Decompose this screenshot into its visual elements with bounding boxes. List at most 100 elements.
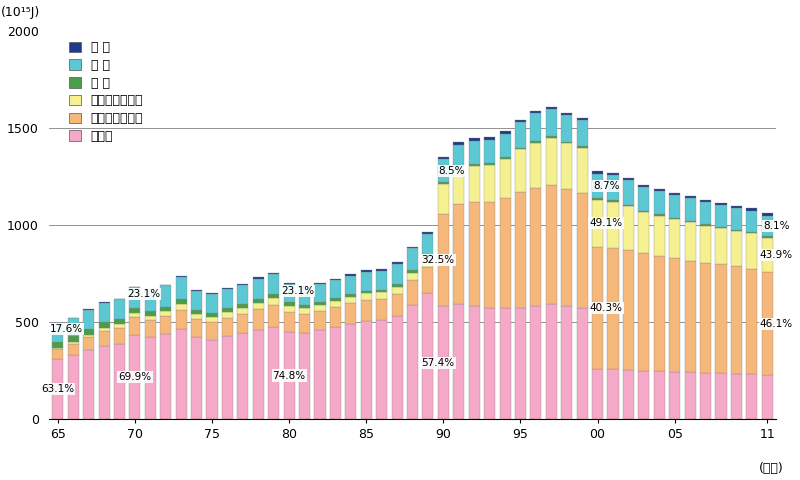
Bar xyxy=(253,278,264,299)
Bar xyxy=(669,195,680,217)
Bar xyxy=(515,308,526,420)
Bar xyxy=(68,318,78,336)
Bar xyxy=(145,288,156,289)
Bar xyxy=(546,136,557,138)
Bar xyxy=(346,276,356,294)
Bar xyxy=(391,262,402,264)
Bar xyxy=(361,293,372,300)
Bar xyxy=(530,111,542,113)
Bar xyxy=(685,222,696,261)
Text: 74.8%: 74.8% xyxy=(273,371,306,381)
Bar xyxy=(669,219,680,258)
Bar xyxy=(268,305,279,326)
Bar xyxy=(438,156,449,159)
Bar xyxy=(68,336,78,342)
Bar xyxy=(407,273,418,280)
Bar xyxy=(176,310,186,329)
Bar xyxy=(376,299,387,320)
Bar xyxy=(299,286,310,287)
Bar xyxy=(206,294,218,313)
Bar xyxy=(253,277,264,278)
Bar xyxy=(762,216,773,237)
Bar xyxy=(700,373,711,420)
Bar xyxy=(98,328,110,331)
Text: 40.3%: 40.3% xyxy=(590,303,622,313)
Bar xyxy=(407,248,418,270)
Bar xyxy=(330,307,341,327)
Bar xyxy=(685,372,696,420)
Bar xyxy=(391,316,402,420)
Bar xyxy=(376,320,387,420)
Bar xyxy=(160,311,171,316)
Bar xyxy=(638,211,650,212)
Bar xyxy=(83,337,94,350)
Bar xyxy=(268,273,279,274)
Bar xyxy=(145,289,156,311)
Bar xyxy=(176,299,186,304)
Bar xyxy=(376,269,387,271)
Bar xyxy=(98,331,110,346)
Bar xyxy=(253,309,264,330)
Bar xyxy=(623,206,634,251)
Text: 69.9%: 69.9% xyxy=(118,372,151,382)
Bar xyxy=(330,327,341,420)
Bar xyxy=(160,307,171,311)
Bar xyxy=(130,308,141,313)
Bar xyxy=(83,350,94,420)
Bar xyxy=(407,270,418,273)
Bar xyxy=(376,292,387,299)
Bar xyxy=(376,290,387,292)
Bar xyxy=(222,312,233,318)
Bar xyxy=(592,200,603,247)
Text: 43.9%: 43.9% xyxy=(760,250,793,260)
Bar xyxy=(222,288,233,289)
Bar xyxy=(762,375,773,420)
Bar xyxy=(283,332,294,420)
Bar xyxy=(222,336,233,420)
Bar xyxy=(654,191,665,214)
Bar xyxy=(577,118,588,120)
Bar xyxy=(454,171,464,204)
Bar xyxy=(176,304,186,310)
Bar xyxy=(438,182,449,184)
Bar xyxy=(314,305,326,311)
Bar xyxy=(561,115,572,142)
Text: 63.1%: 63.1% xyxy=(42,384,74,394)
Bar xyxy=(592,369,603,420)
Bar xyxy=(654,256,665,371)
Bar xyxy=(130,335,141,420)
Bar xyxy=(638,185,650,187)
Bar xyxy=(700,203,711,225)
Bar xyxy=(592,174,603,198)
Bar xyxy=(561,306,572,420)
Text: 8.1%: 8.1% xyxy=(763,221,790,231)
Bar xyxy=(715,373,726,420)
Bar xyxy=(68,344,78,355)
Bar xyxy=(191,314,202,319)
Bar xyxy=(623,180,634,205)
Bar xyxy=(130,313,141,317)
Bar xyxy=(607,369,618,420)
Bar xyxy=(83,310,94,329)
Bar xyxy=(438,184,449,214)
Bar xyxy=(145,320,156,337)
Bar xyxy=(515,122,526,147)
Bar xyxy=(484,165,495,202)
Bar xyxy=(191,290,202,291)
Bar xyxy=(607,173,618,175)
Bar xyxy=(314,330,326,420)
Bar xyxy=(746,211,758,232)
Bar xyxy=(283,302,294,306)
Bar xyxy=(484,140,495,163)
Bar xyxy=(577,120,588,146)
Bar xyxy=(762,272,773,375)
Bar xyxy=(607,248,618,369)
Bar xyxy=(638,371,650,420)
Bar xyxy=(145,315,156,320)
Bar xyxy=(191,291,202,310)
Bar xyxy=(546,138,557,185)
Text: 8.5%: 8.5% xyxy=(438,166,465,176)
Bar xyxy=(314,284,326,302)
Bar xyxy=(746,233,758,268)
Bar xyxy=(746,374,758,420)
